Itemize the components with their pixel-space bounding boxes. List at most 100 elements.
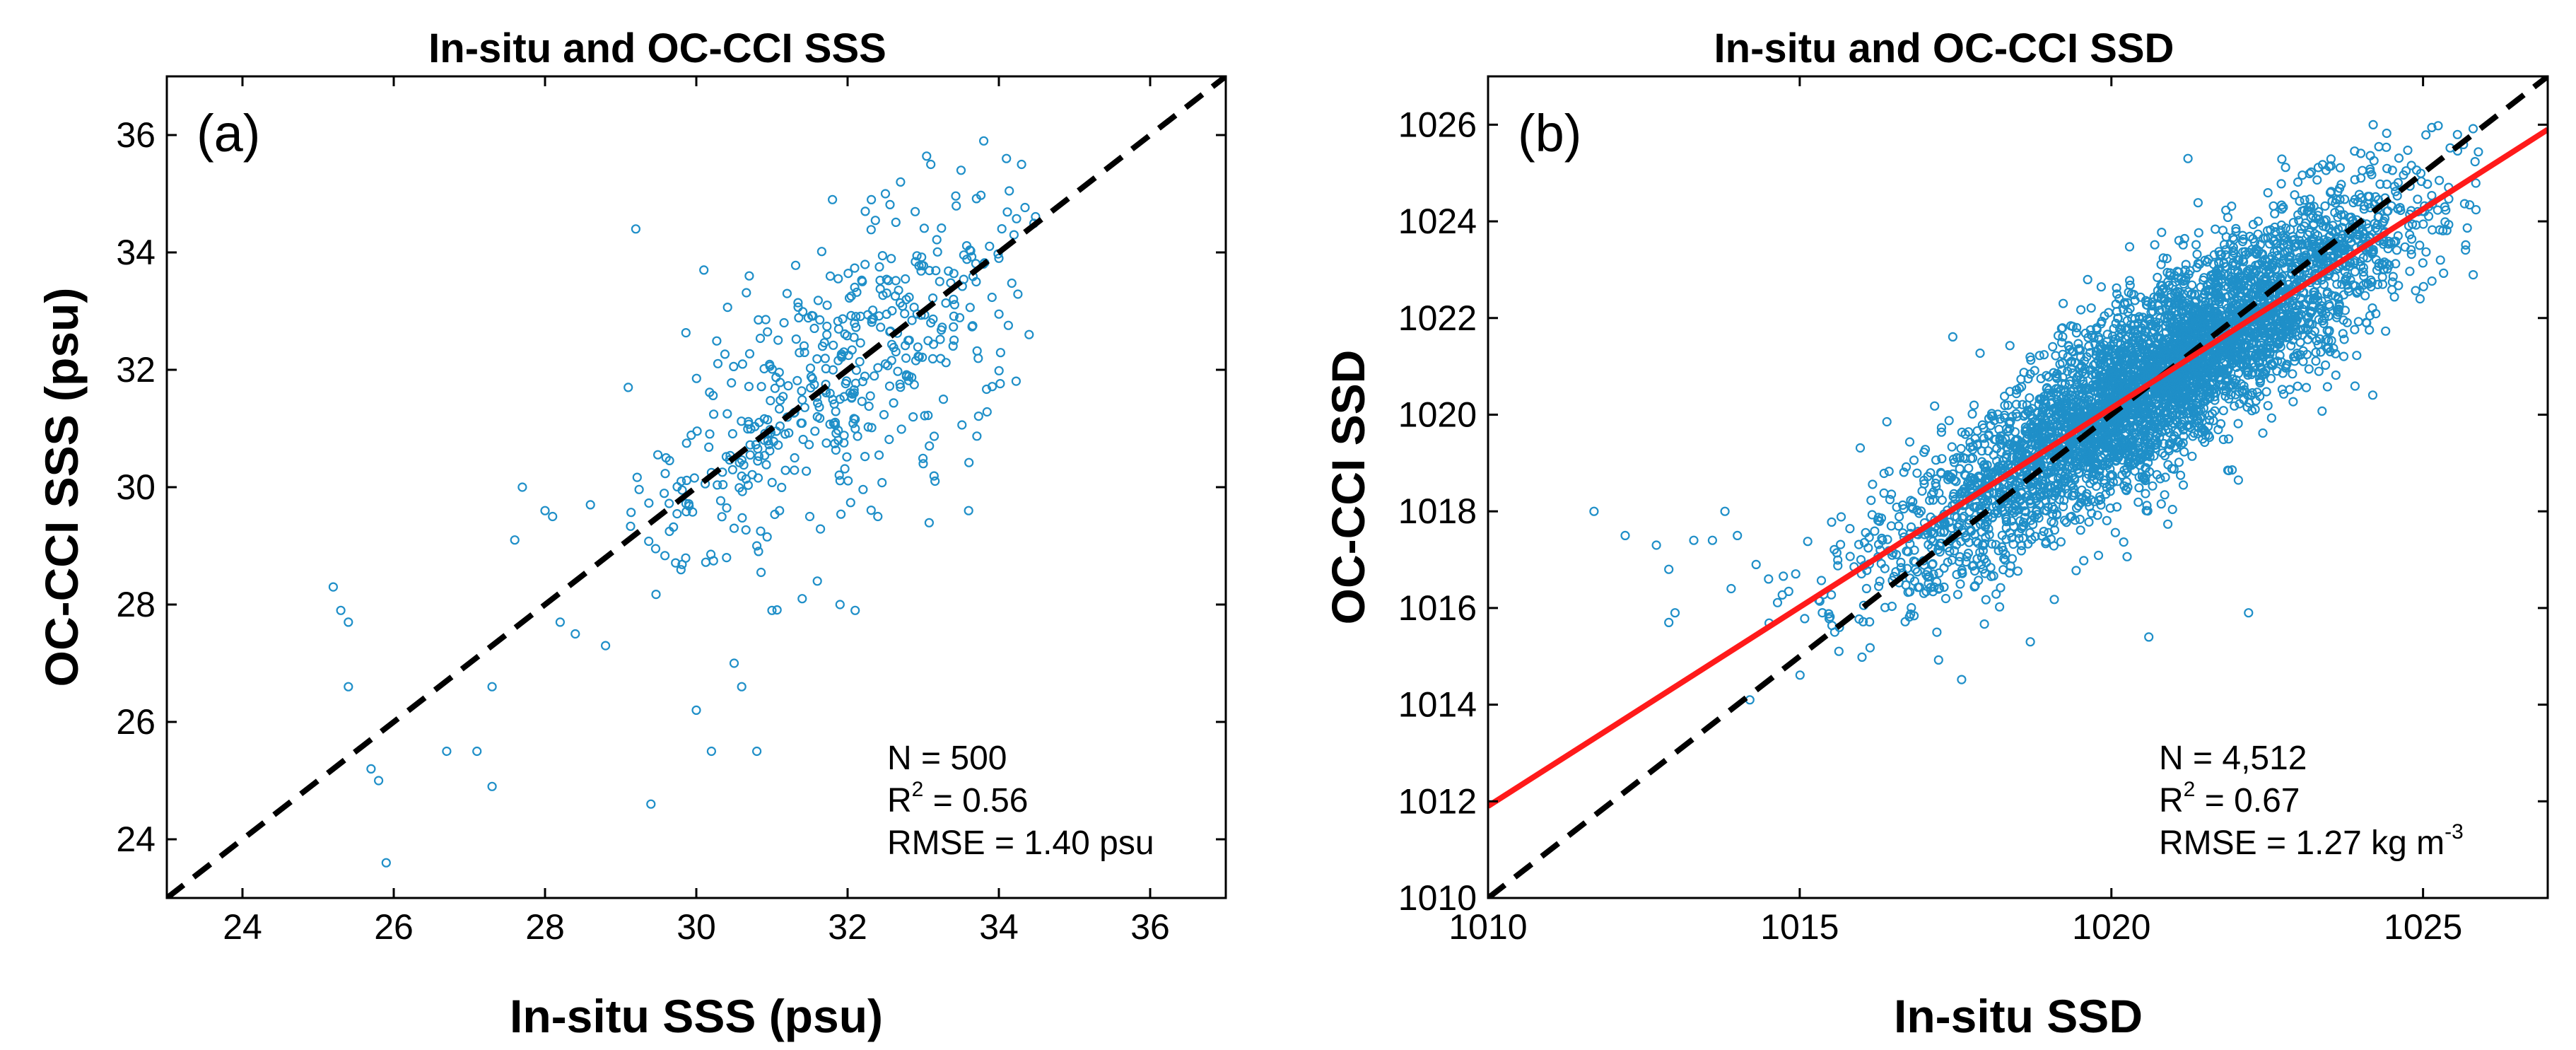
panel-b-data-point <box>2020 506 2030 516</box>
panel-b-data-point <box>1855 443 1866 453</box>
panel-a-data-point <box>782 288 792 298</box>
panel-b-data-point <box>1979 619 1989 629</box>
panel-b-data-point <box>2406 161 2416 170</box>
panel-a-data-point <box>755 333 766 344</box>
panel-b-data-point <box>1833 561 1843 571</box>
panel-b-data-point <box>1969 566 1980 576</box>
panel-a-data-point <box>767 477 777 488</box>
panel-b-data-point <box>2406 250 2416 259</box>
panel-a-data-point <box>909 303 919 313</box>
panel-a-data-point <box>932 247 942 257</box>
panel-a-data-point <box>671 558 681 568</box>
panel-b-data-point <box>2335 243 2345 253</box>
panel-b-data-point <box>2375 179 2385 189</box>
panel-a-data-point <box>510 535 520 545</box>
panel-b-data-point <box>2149 412 2159 423</box>
panel-a-data-point <box>800 347 809 357</box>
panel-b-data-point <box>1816 576 1827 585</box>
panel-b-data-point <box>2297 304 2307 314</box>
panel-b-data-point <box>2082 352 2092 362</box>
panel-b-data-point <box>2136 402 2146 412</box>
panel-a-data-point <box>896 424 906 434</box>
panel-b-data-point <box>2382 163 2392 173</box>
panel-b-data-point <box>2113 313 2123 323</box>
panel-b-data-point <box>2440 217 2450 227</box>
panel-a-data-point <box>652 450 663 460</box>
panel-b-data-point <box>2141 424 2150 434</box>
panel-b-data-point <box>2150 395 2161 404</box>
panel-b-data-point <box>2182 395 2192 404</box>
panel-b-data-point <box>2208 356 2218 366</box>
panel-b-data-point <box>2300 195 2309 205</box>
panel-b-data-point <box>2327 226 2337 236</box>
panel-b-data-point <box>1827 590 1837 600</box>
panel-a-data-point <box>820 354 830 363</box>
panel-b-data-point <box>2194 228 2203 238</box>
panel-a-data-point <box>831 407 841 416</box>
panel-b-data-point <box>2264 327 2273 337</box>
panel-b-data-point <box>1917 486 1927 496</box>
panel-b-data-point <box>2471 178 2481 188</box>
panel-a-data-point <box>765 445 775 456</box>
panel-b-data-point <box>2058 372 2068 383</box>
panel-a-data-point <box>898 301 908 311</box>
panel-b-data-point <box>2350 258 2360 268</box>
panel-b-data-point <box>2133 318 2143 328</box>
panel-b-data-point <box>2082 412 2092 421</box>
panel-a-data-point <box>886 339 897 349</box>
panel-b-data-point <box>2325 187 2336 198</box>
panel-b-data-point <box>2272 366 2282 376</box>
panel-b-data-point <box>2165 353 2175 363</box>
panel-b-data-point <box>1998 545 2008 556</box>
panel-a-data-point <box>809 323 819 333</box>
panel-b-data-point <box>2230 401 2240 411</box>
panel-b-data-point <box>2071 390 2080 400</box>
panel-b-data-point <box>2278 272 2288 281</box>
panel-b-data-point <box>2231 274 2241 284</box>
panel-b-data-point <box>2334 224 2343 234</box>
panel-b-data-point <box>1865 643 1875 653</box>
panel-b-data-point <box>2421 247 2431 257</box>
panel-b-data-point <box>2325 231 2335 241</box>
panel-b-data-point <box>2049 595 2059 605</box>
panel-a-data-point <box>729 361 739 372</box>
panel-a-data-point <box>737 682 747 692</box>
panel-b-data-point <box>2005 341 2015 351</box>
panel-b-data-point <box>2302 313 2312 323</box>
panel-a-data-point <box>866 505 876 515</box>
panel-b-data-point <box>2196 423 2206 433</box>
panel-a-data-point <box>840 464 850 474</box>
panel-a-data-point <box>344 617 353 627</box>
panel-a-data-point <box>949 269 959 279</box>
panel-a-data-point <box>744 271 754 281</box>
panel-b-data-point <box>2439 268 2449 278</box>
panel-a-x-axis-label: In-situ SSS (psu) <box>510 990 883 1042</box>
panel-b-data-point <box>2309 293 2319 303</box>
panel-b-data-point <box>2183 421 2193 431</box>
panel-b-data-point <box>2199 275 2208 285</box>
panel-b-data-point <box>2301 383 2312 392</box>
panel-b-data-point <box>1987 539 1997 549</box>
panel-a-data-point <box>791 334 801 344</box>
panel-b-data-point <box>2407 234 2417 244</box>
panel-a-data-point <box>660 469 670 479</box>
panel-b-data-point <box>2096 282 2106 292</box>
panel-b-data-point <box>2295 196 2305 206</box>
panel-a-x-tick-label: 28 <box>525 907 565 947</box>
panel-b-data-point <box>2343 284 2353 293</box>
panel-a-data-point <box>766 395 775 406</box>
panel-b-data-point <box>2179 233 2189 244</box>
panel-b-data-point <box>2469 270 2478 280</box>
panel-a-data-point <box>600 641 611 651</box>
panel-b-data-point <box>2363 279 2373 289</box>
panel-b-data-point <box>2039 526 2049 537</box>
panel-b-data-point <box>2028 520 2038 530</box>
panel-b-data-point <box>2338 351 2349 361</box>
panel-b-data-point <box>1995 602 2005 612</box>
panel-b-data-point <box>2288 369 2297 379</box>
panel-b-data-point <box>2197 360 2207 370</box>
panel-b-data-point <box>2153 272 2162 282</box>
panel-b-data-point <box>2167 504 2177 515</box>
panel-b-data-point <box>2329 344 2338 354</box>
panel-a-data-point <box>487 781 497 791</box>
